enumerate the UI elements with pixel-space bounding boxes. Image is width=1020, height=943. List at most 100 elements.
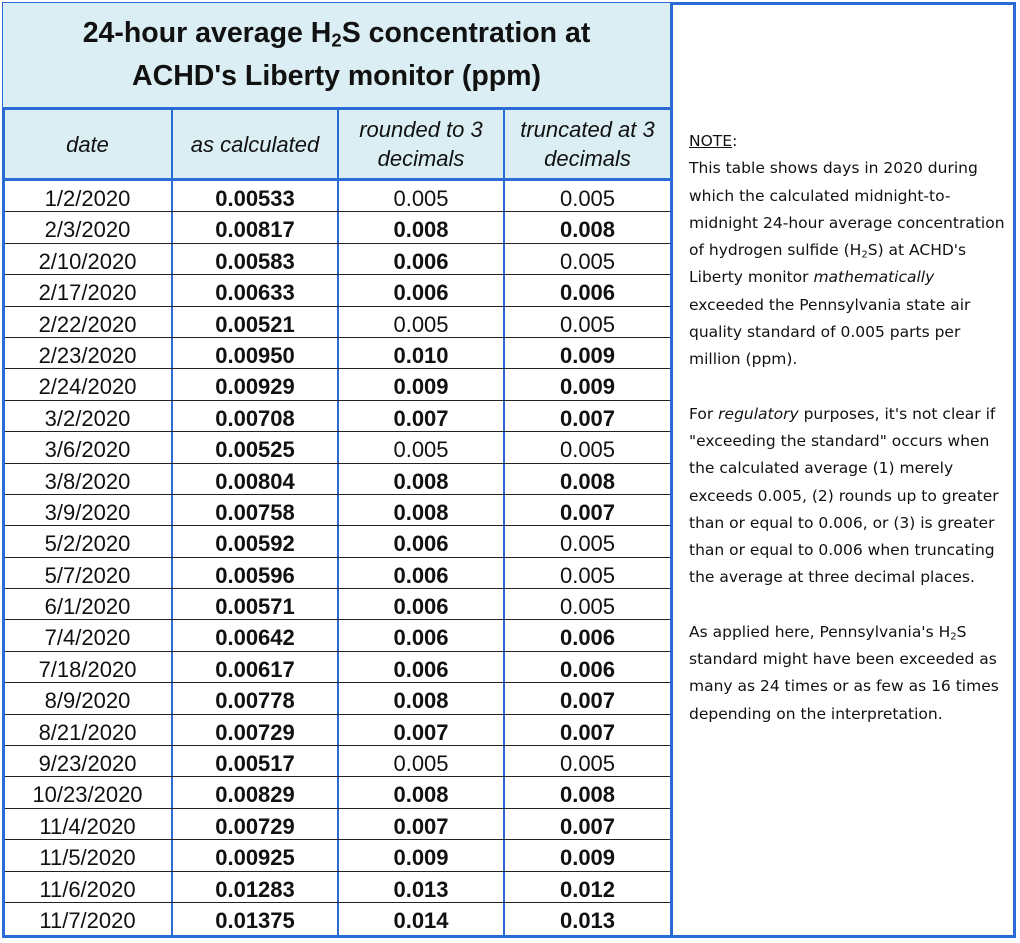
cell-as-calculated: 0.00758	[215, 499, 295, 525]
cell-rounded: 0.008	[393, 499, 449, 525]
cell-rounded: 0.006	[393, 625, 449, 651]
header-as-calculated: as calculated	[190, 131, 320, 157]
panel-divider	[670, 2, 673, 938]
cell-truncated: 0.005	[559, 594, 616, 620]
cell-as-calculated: 0.00583	[215, 248, 295, 274]
cell-as-calculated: 0.00633	[215, 280, 295, 306]
cell-date: 2/10/2020	[38, 248, 137, 274]
note-p2-italic: regulatory	[718, 404, 799, 423]
header-truncated: truncated at 3 decimals	[520, 117, 655, 171]
cell-rounded: 0.008	[393, 217, 449, 243]
title-line2: ACHD's Liberty monitor (ppm)	[132, 60, 541, 92]
cell-rounded: 0.006	[393, 656, 449, 682]
table-row: 10/23/2020 0.00829 0.008 0.008	[5, 777, 670, 809]
cell-as-calculated: 0.00778	[215, 688, 295, 714]
cell-date: 8/9/2020	[44, 688, 131, 714]
cell-date: 5/7/2020	[44, 562, 131, 588]
table-row: 2/23/2020 0.00950 0.010 0.009	[5, 338, 670, 370]
cell-as-calculated: 0.01283	[215, 876, 295, 902]
table-row: 3/8/2020 0.00804 0.008 0.008	[5, 464, 670, 495]
table-row: 11/7/2020 0.01375 0.014 0.013	[5, 903, 670, 934]
note-p3-subscript: 2	[950, 631, 957, 643]
column-divider	[337, 110, 339, 938]
cell-date: 6/1/2020	[44, 594, 131, 620]
cell-truncated: 0.005	[559, 248, 616, 274]
cell-date: 2/23/2020	[38, 342, 137, 368]
table-row: 11/4/2020 0.00729 0.007 0.007	[5, 809, 670, 841]
table-row: 11/5/2020 0.00925 0.009 0.009	[5, 840, 670, 872]
cell-as-calculated: 0.00817	[215, 217, 295, 243]
note-p3-text-b: S standard might have been exceeded as m…	[689, 622, 999, 723]
cell-rounded: 0.006	[393, 594, 449, 620]
table-body: 1/2/2020 0.00533 0.005 0.005 2/3/2020 0.00817…	[5, 181, 670, 934]
cell-date: 3/2/2020	[44, 405, 131, 431]
note-label: NOTE	[689, 132, 733, 150]
cell-as-calculated: 0.00642	[215, 625, 295, 651]
cell-truncated: 0.008	[559, 782, 616, 808]
cell-rounded: 0.006	[393, 562, 449, 588]
table-row: 7/4/2020 0.00642 0.006 0.006	[5, 620, 670, 652]
cell-truncated: 0.012	[559, 876, 616, 902]
cell-rounded: 0.008	[393, 688, 449, 714]
cell-as-calculated: 0.00708	[215, 405, 295, 431]
cell-truncated: 0.005	[559, 437, 616, 463]
cell-rounded: 0.007	[393, 405, 449, 431]
cell-date: 11/4/2020	[39, 813, 136, 839]
cell-rounded: 0.009	[393, 374, 449, 400]
cell-truncated: 0.007	[559, 813, 616, 839]
table-row: 8/21/2020 0.00729 0.007 0.007	[5, 715, 670, 747]
cell-truncated: 0.009	[559, 342, 616, 368]
cell-truncated: 0.009	[559, 374, 616, 400]
note-p3-text-a: As applied here, Pennsylvania's H	[689, 622, 951, 641]
cell-rounded: 0.005	[393, 437, 449, 463]
cell-as-calculated: 0.00829	[215, 782, 295, 808]
cell-truncated: 0.009	[559, 845, 616, 871]
cell-rounded: 0.006	[393, 531, 449, 557]
cell-date: 9/23/2020	[38, 751, 137, 777]
cell-truncated: 0.005	[559, 311, 616, 337]
cell-truncated: 0.008	[559, 468, 616, 494]
cell-truncated: 0.007	[559, 688, 616, 714]
cell-date: 3/8/2020	[44, 468, 131, 494]
cell-rounded: 0.014	[393, 907, 449, 933]
cell-truncated: 0.005	[559, 186, 616, 211]
table-row: 5/2/2020 0.00592 0.006 0.005	[5, 526, 670, 558]
table-title: 24-hour average H2S concentration at ACH…	[3, 3, 670, 110]
note-p1-text-b: S) at ACHD's Liberty monitor	[689, 241, 967, 287]
cell-date: 11/7/2020	[39, 907, 136, 933]
note-panel: NOTE: This table shows days in 2020 duri…	[689, 128, 1011, 728]
cell-rounded: 0.009	[393, 845, 449, 871]
table-row: 11/6/2020 0.01283 0.013 0.012	[5, 872, 670, 903]
cell-as-calculated: 0.00925	[215, 845, 295, 871]
title-line1-subscript: 2	[331, 29, 342, 51]
column-divider	[171, 110, 173, 938]
cell-truncated: 0.013	[559, 907, 616, 933]
cell-date: 2/24/2020	[38, 374, 137, 400]
cell-truncated: 0.006	[559, 656, 616, 682]
note-p1-subscript: 2	[861, 249, 868, 261]
cell-as-calculated: 0.00804	[215, 468, 295, 494]
cell-truncated: 0.005	[559, 531, 616, 557]
cell-as-calculated: 0.00517	[215, 751, 295, 777]
cell-truncated: 0.007	[559, 405, 616, 431]
cell-as-calculated: 0.00571	[215, 594, 295, 620]
table-row: 2/10/2020 0.00583 0.006 0.005	[5, 244, 670, 276]
cell-rounded: 0.007	[393, 719, 449, 745]
table-row: 2/17/2020 0.00633 0.006 0.006	[5, 275, 670, 307]
cell-rounded: 0.008	[393, 468, 449, 494]
cell-as-calculated: 0.00521	[215, 311, 295, 337]
cell-as-calculated: 0.00592	[215, 531, 295, 557]
cell-date: 11/5/2020	[39, 845, 136, 871]
title-line1-pre: 24-hour average H	[82, 17, 332, 49]
cell-as-calculated: 0.00617	[215, 656, 295, 682]
cell-date: 8/21/2020	[38, 719, 137, 745]
cell-rounded: 0.010	[393, 342, 449, 368]
cell-date: 3/6/2020	[44, 437, 131, 463]
note-p1-italic: mathematically	[813, 268, 935, 287]
cell-date: 11/6/2020	[39, 876, 136, 902]
note-paragraph-1: This table shows days in 2020 during whi…	[689, 155, 1011, 373]
cell-as-calculated: 0.00525	[215, 437, 295, 463]
cell-as-calculated: 0.00533	[215, 186, 295, 211]
cell-as-calculated: 0.01375	[215, 907, 295, 933]
table-row: 2/24/2020 0.00929 0.009 0.009	[5, 369, 670, 401]
